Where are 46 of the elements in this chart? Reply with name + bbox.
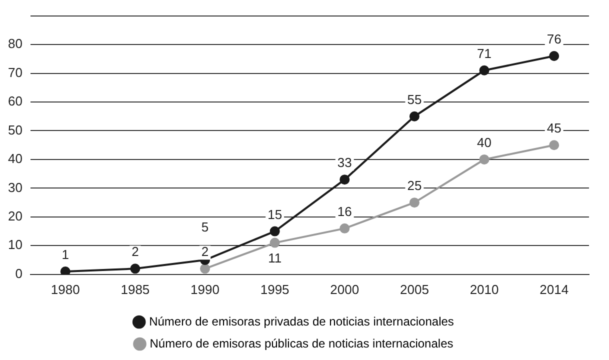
point (270, 238, 280, 248)
x-tick-label: 1985 (120, 282, 150, 297)
x-tick-label: 2014 (540, 282, 569, 297)
point (409, 111, 420, 122)
data-label: 40 (477, 135, 492, 150)
y-tick-label: 60 (8, 94, 22, 109)
data-label: 55 (407, 92, 422, 107)
y-tick-label: 10 (8, 237, 22, 252)
point (130, 264, 140, 274)
point (60, 266, 70, 274)
legend-label: Número de emisoras públicas de noticias internacionales (150, 336, 454, 350)
point (409, 198, 420, 208)
x-tick-label: 1980 (50, 282, 80, 297)
y-tick-label: 80 (8, 36, 22, 52)
x-tick-label: 1990 (190, 282, 220, 297)
x-tick-label: 1995 (260, 282, 290, 297)
y-tick-label: 70 (8, 64, 22, 80)
legend-label: Número de emisoras privadas de noticias internacionales (149, 314, 454, 328)
point (479, 65, 490, 76)
y-tick-label: 30 (8, 180, 22, 195)
data-label: 2 (132, 244, 139, 260)
data-label: 2 (201, 244, 209, 260)
data-label: 45 (546, 120, 562, 136)
point (549, 140, 560, 150)
point (270, 226, 280, 236)
y-tick-label: 50 (8, 122, 22, 138)
point (340, 174, 350, 185)
x-tick-label: 2000 (330, 282, 360, 297)
data-label: 15 (268, 206, 282, 222)
point (200, 264, 210, 274)
y-tick-label: 20 (8, 208, 22, 224)
x-tick-label: 2010 (470, 282, 499, 297)
data-label: 11 (268, 250, 282, 266)
data-label: 1 (62, 247, 69, 262)
data-label: 33 (337, 155, 352, 170)
x-tick-label: 2005 (400, 282, 429, 297)
point (549, 51, 560, 62)
y-tick-label: 0 (15, 266, 22, 281)
data-label: 5 (201, 220, 209, 235)
data-label: 71 (477, 46, 492, 61)
data-label: 16 (337, 204, 352, 220)
point (479, 154, 490, 164)
y-tick-label: 40 (8, 151, 22, 166)
data-label: 76 (546, 32, 562, 47)
point (340, 223, 350, 234)
data-label: 25 (407, 178, 422, 194)
